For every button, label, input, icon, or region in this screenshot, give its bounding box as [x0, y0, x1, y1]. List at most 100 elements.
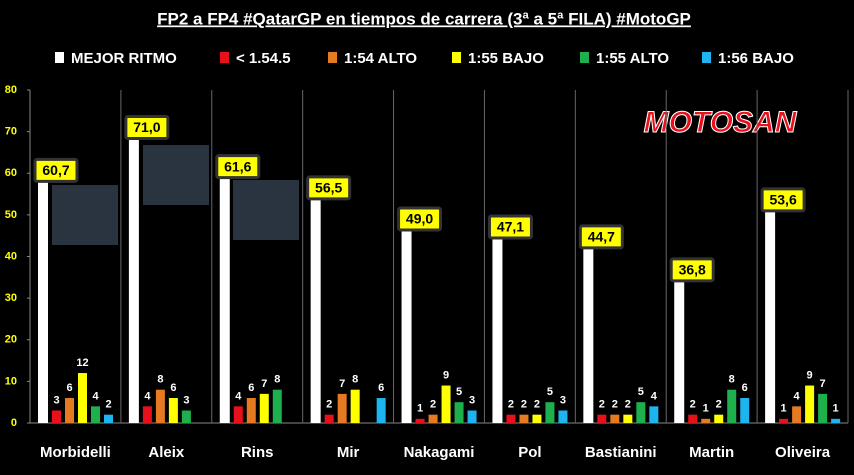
y-tick-label: 40	[5, 250, 17, 262]
legend-swatch	[220, 52, 229, 63]
y-tick-label: 50	[5, 209, 17, 221]
bar	[415, 418, 425, 423]
bar	[38, 170, 48, 423]
y-tick-label: 60	[5, 167, 17, 179]
bar	[259, 393, 269, 423]
bar	[310, 187, 321, 423]
value-label: 3	[183, 394, 189, 406]
x-tick-label: Martin	[689, 444, 734, 461]
bar	[727, 389, 737, 423]
bar	[78, 373, 87, 423]
value-label: 1	[417, 403, 423, 415]
y-tick-label: 70	[5, 126, 17, 138]
bar	[324, 414, 334, 423]
value-label: 56,5	[315, 180, 342, 196]
bar	[688, 414, 698, 423]
value-label: 2	[612, 399, 618, 411]
value-label: 6	[248, 382, 254, 394]
value-box	[487, 214, 533, 240]
value-label: 3	[560, 394, 566, 406]
bar	[52, 410, 61, 423]
value-label: 6	[170, 382, 176, 394]
value-label: 3	[469, 394, 475, 406]
value-box	[33, 157, 79, 183]
value-label: 7	[261, 378, 267, 390]
bar	[454, 402, 464, 423]
bar	[233, 406, 243, 423]
rider-photo	[143, 145, 209, 205]
value-label: 4	[235, 390, 242, 402]
bar	[674, 269, 685, 423]
value-label: 44,7	[588, 229, 615, 245]
bar	[506, 414, 516, 423]
x-tick-label: Pol	[518, 444, 541, 461]
legend-swatch	[580, 52, 589, 63]
x-tick-label: Mir	[337, 444, 360, 461]
value-box	[578, 224, 624, 250]
legend-label: 1:54 ALTO	[344, 50, 417, 67]
bar	[350, 389, 360, 423]
x-tick-label: Oliveira	[775, 444, 831, 461]
legend-label: MEJOR RITMO	[71, 50, 177, 67]
rider-photo	[52, 185, 118, 245]
legend-label: 1:55 BAJO	[468, 50, 544, 67]
legend-label: < 1.54.5	[236, 50, 291, 67]
bar	[246, 398, 256, 423]
bar	[337, 393, 347, 423]
bar	[519, 414, 529, 423]
bar	[219, 166, 230, 423]
bar	[91, 406, 100, 423]
value-label: 4	[651, 390, 658, 402]
logo: MOTOSAN	[644, 106, 798, 139]
value-box	[397, 206, 443, 232]
bar	[740, 398, 750, 423]
value-box	[669, 257, 715, 283]
x-tick-label: Morbidelli	[40, 444, 111, 461]
value-label: 9	[443, 369, 449, 381]
value-label: 2	[625, 399, 631, 411]
value-label: 2	[105, 399, 111, 411]
value-label: 8	[157, 374, 163, 386]
bar	[636, 402, 646, 423]
bar	[779, 418, 789, 423]
bar	[272, 389, 282, 423]
value-label: 1	[781, 403, 787, 415]
bar	[401, 219, 412, 423]
value-label: 6	[378, 382, 384, 394]
bar	[701, 418, 711, 423]
bar	[714, 414, 724, 423]
bar	[610, 414, 620, 423]
chart-title: FP2 a FP4 #QatarGP en tiempos de carrera…	[157, 9, 691, 28]
value-label: 2	[716, 399, 722, 411]
bar	[532, 414, 542, 423]
value-label: 71,0	[133, 119, 160, 135]
bar	[597, 414, 607, 423]
bar	[376, 398, 386, 423]
value-label: 47,1	[497, 219, 524, 235]
y-tick-label: 80	[5, 84, 17, 96]
bar	[142, 406, 152, 423]
value-label: 5	[456, 386, 462, 398]
legend-swatch	[328, 52, 337, 63]
bar	[168, 398, 178, 423]
y-tick-label: 0	[11, 417, 17, 429]
value-label: 1	[703, 403, 709, 415]
legend-swatch	[55, 52, 64, 63]
value-label: 4	[144, 390, 151, 402]
value-label: 2	[599, 399, 605, 411]
value-label: 3	[53, 394, 59, 406]
value-label: 4	[92, 390, 99, 402]
y-tick-label: 20	[5, 334, 17, 346]
bar	[831, 418, 841, 423]
legend-label: 1:55 ALTO	[596, 50, 669, 67]
value-label: 8	[352, 374, 358, 386]
bar	[583, 236, 594, 423]
x-tick-label: Aleix	[148, 444, 185, 461]
bar	[65, 398, 74, 423]
value-label: 2	[521, 399, 527, 411]
value-label: 8	[729, 374, 735, 386]
y-tick-label: 10	[5, 375, 17, 387]
value-label: 7	[339, 378, 345, 390]
x-tick-label: Rins	[241, 444, 274, 461]
